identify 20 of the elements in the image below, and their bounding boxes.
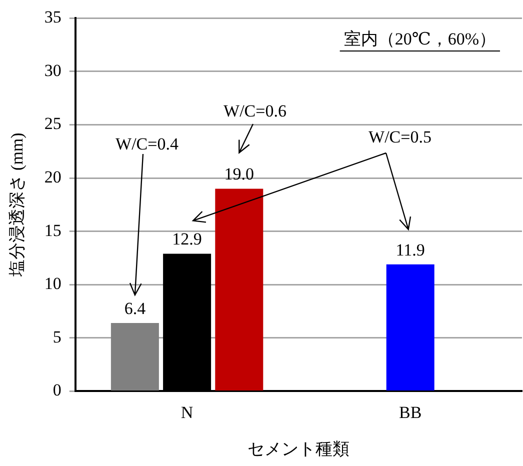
y-tick-label: 15 [44,220,62,240]
y-axis-title: 塩分浸透深さ (mm) [8,132,27,278]
annotation: W/C=0.5 [368,127,432,146]
annotation: W/C=0.4 [116,134,179,154]
x-axis-title: セメント種類 [248,439,350,458]
x-tick-label: BB [399,402,422,422]
y-tick-label: 0 [52,380,62,400]
data-label: 12.9 [172,230,202,249]
y-tick-label: 5 [52,327,62,346]
y-tick-label: 35 [44,8,62,27]
data-label: 11.9 [396,240,425,260]
data-label: 19.0 [224,164,254,184]
y-tick-label: 30 [44,60,62,80]
annotation: W/C=0.6 [224,101,286,120]
data-label: 6.4 [124,298,146,318]
y-tick-label: 25 [44,114,62,134]
y-tick-label: 10 [44,274,62,294]
annotation: 室内（20℃，60%） [344,29,496,48]
y-tick-label: 20 [44,168,62,187]
x-tick-label: N [180,402,194,422]
